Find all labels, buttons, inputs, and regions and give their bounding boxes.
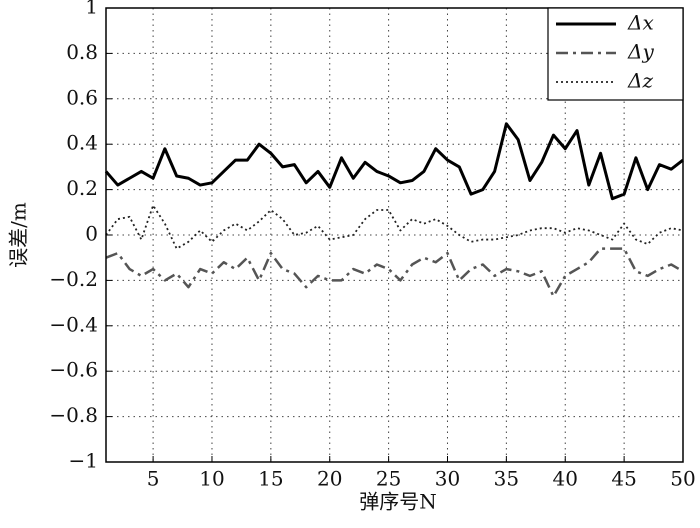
x-tick-label: 25: [376, 467, 401, 491]
series-line: [105, 204, 684, 250]
y-tick-label: 0.4: [66, 131, 98, 155]
x-tick-label: 45: [611, 467, 636, 491]
series-line: [105, 247, 684, 298]
x-tick-label: 40: [553, 467, 578, 491]
x-tick-label: 30: [435, 467, 460, 491]
x-tick-label: 35: [494, 467, 519, 491]
y-tick-label: −1: [69, 449, 98, 473]
x-tick-label: 20: [317, 467, 342, 491]
x-axis-title: 弹序号N: [359, 490, 437, 514]
x-tick-label: 50: [670, 467, 695, 491]
y-tick-label: 0.8: [66, 40, 98, 64]
x-tick-label: 10: [199, 467, 224, 491]
series-line: [104, 122, 684, 201]
x-tick-label: 5: [147, 467, 160, 491]
y-tick-label: 0: [85, 222, 98, 246]
y-tick-label: −0.6: [49, 358, 98, 382]
y-tick-label: 0.6: [66, 85, 98, 109]
legend-label: Δx: [627, 11, 654, 35]
x-tick-label: 15: [258, 467, 283, 491]
y-tick-label: −0.2: [49, 267, 98, 291]
plot-frame: [105, 7, 684, 463]
legend-label: Δz: [627, 69, 653, 93]
y-tick-label: 1: [85, 0, 98, 19]
legend-label: Δy: [627, 40, 654, 64]
y-tick-label: −0.8: [49, 403, 98, 427]
y-tick-label: −0.4: [49, 312, 98, 336]
y-tick-label: 0.2: [66, 176, 98, 200]
y-axis-title: 误差/m: [7, 202, 31, 268]
